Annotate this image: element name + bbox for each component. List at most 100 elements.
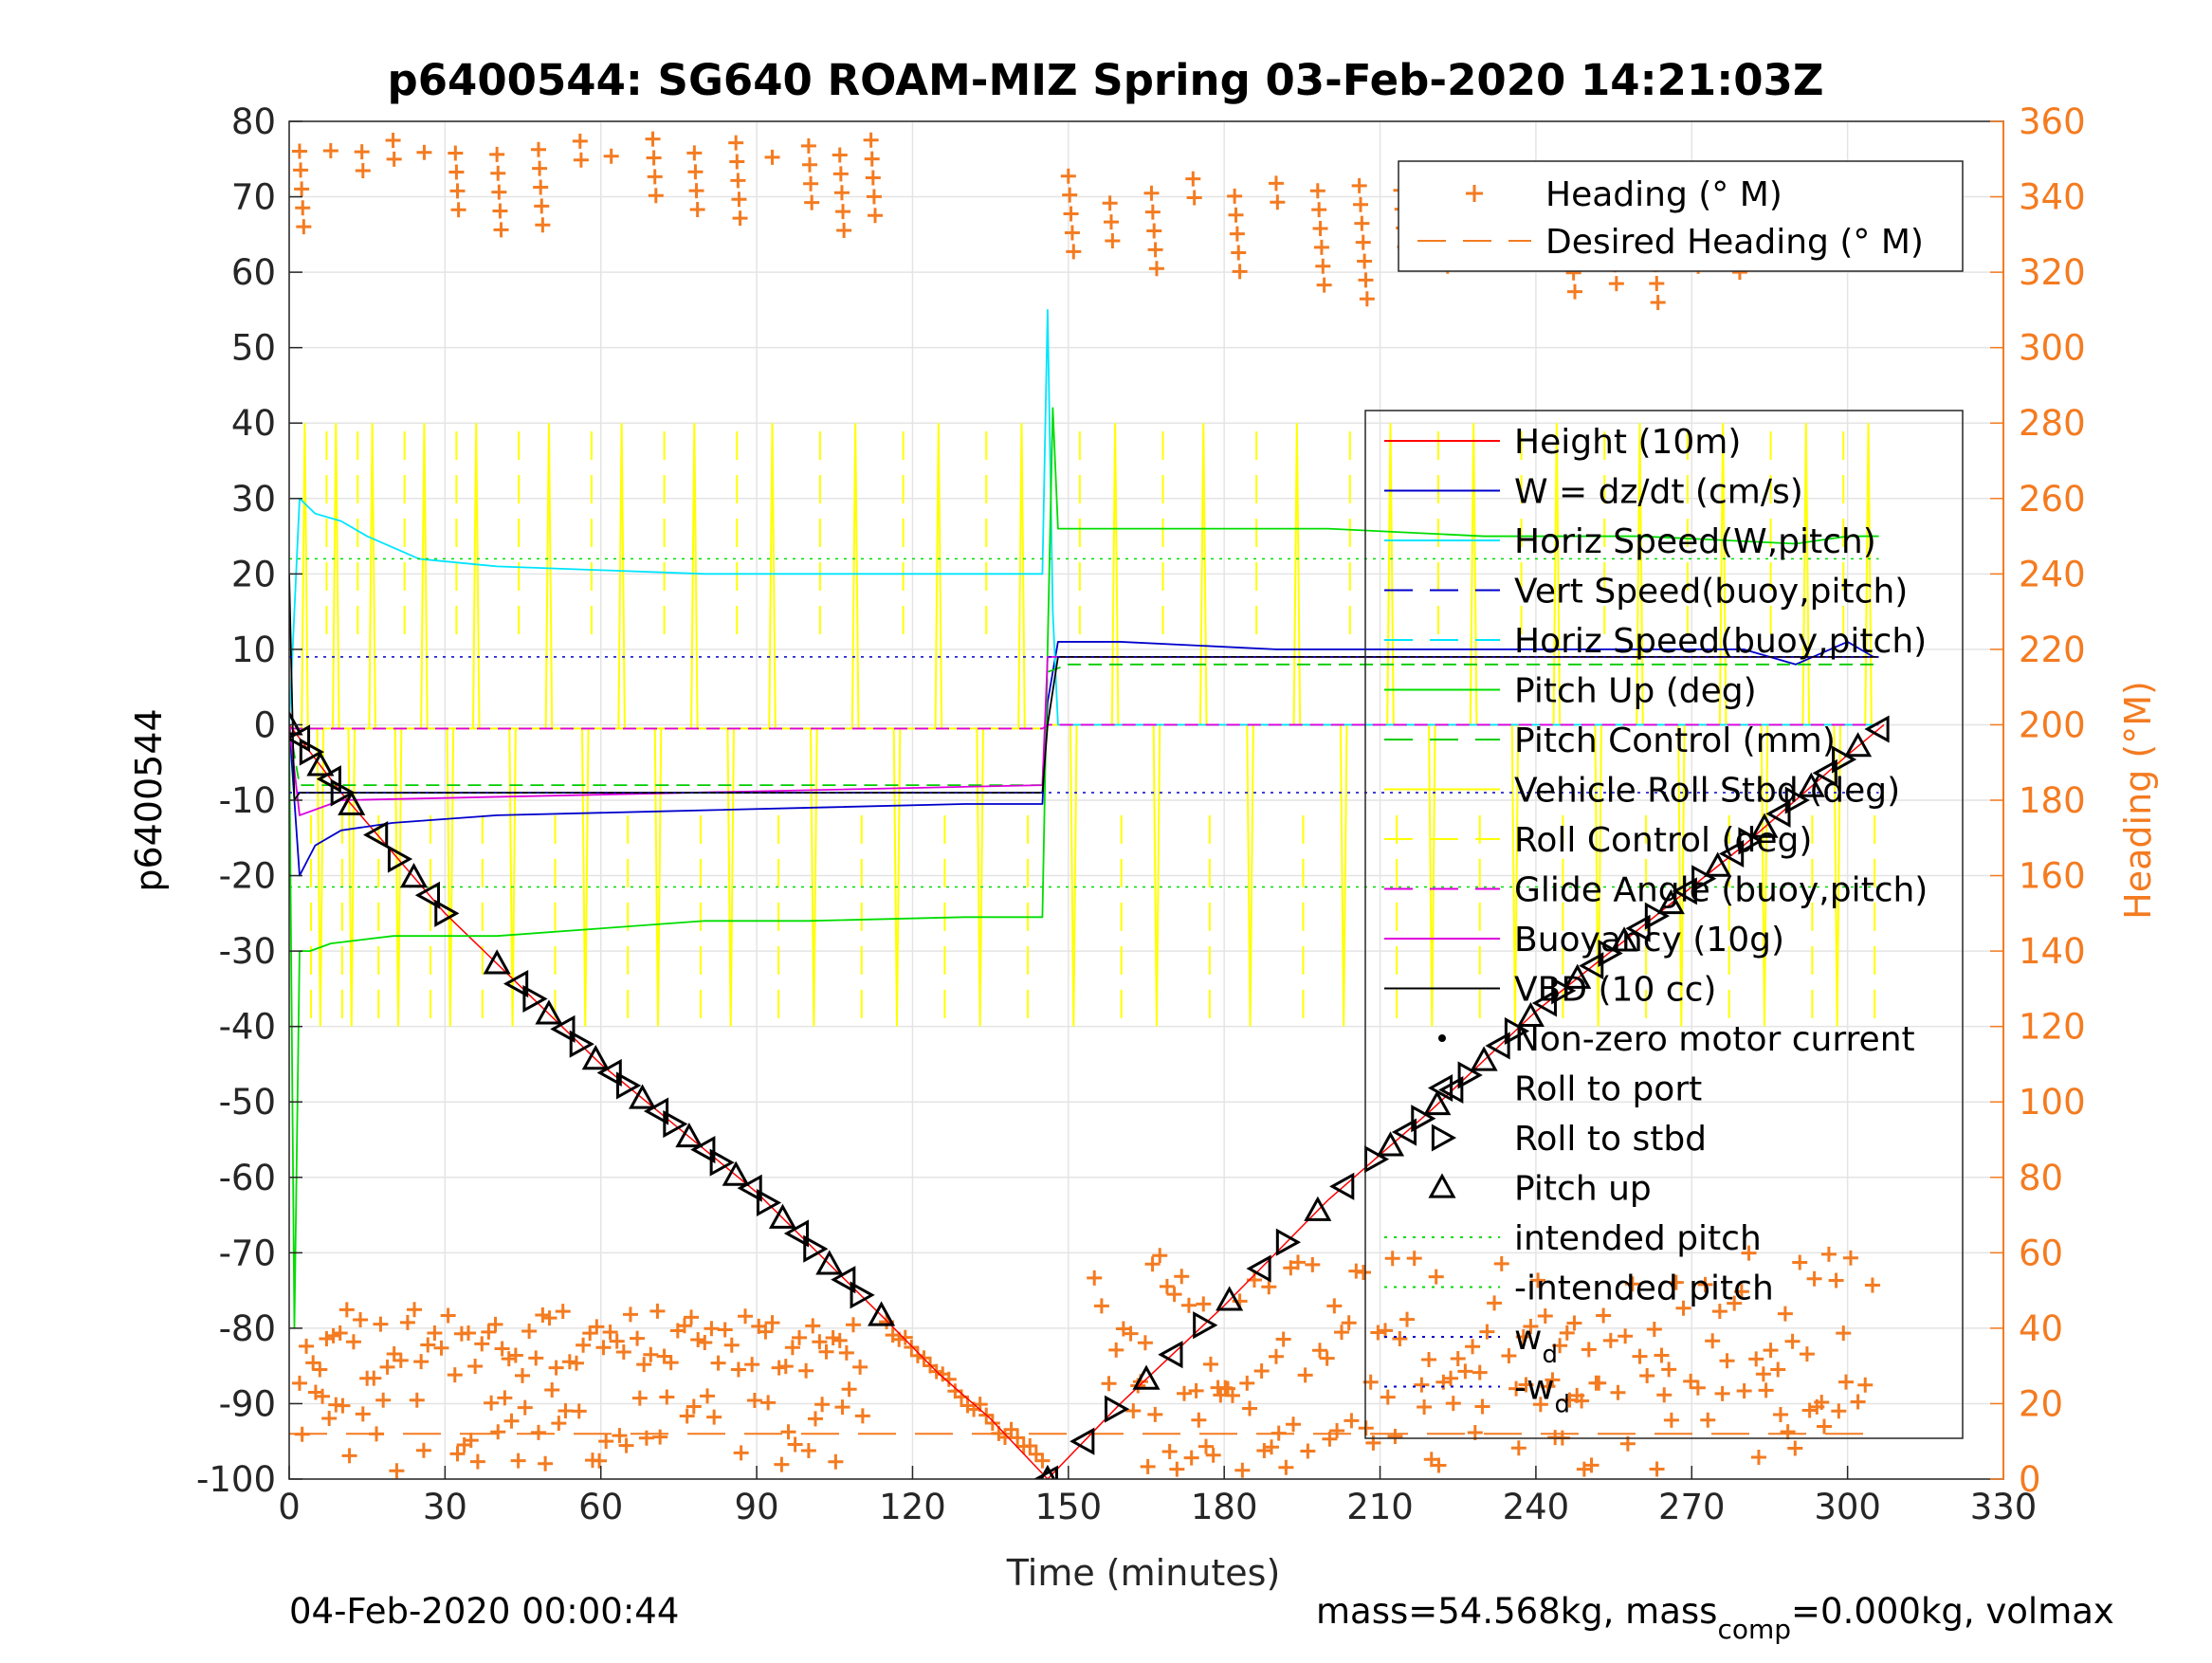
heading-point — [686, 145, 703, 161]
heading-point — [420, 1337, 436, 1353]
marker-up — [289, 710, 303, 736]
heading-point — [1392, 1330, 1408, 1346]
heading-point — [1186, 190, 1202, 206]
heading-point — [1305, 1256, 1321, 1272]
heading-point — [1787, 1440, 1803, 1456]
y-tick-left-label: 20 — [231, 554, 276, 594]
heading-point — [1842, 1250, 1858, 1266]
legend-label: VBD (10 cc) — [1514, 971, 1716, 1010]
heading-point — [1256, 1443, 1272, 1459]
heading-point — [1253, 1362, 1270, 1379]
heading-point — [440, 1307, 456, 1324]
marker-left — [1391, 1118, 1417, 1146]
marker-up — [338, 790, 366, 815]
heading-point — [501, 1351, 517, 1367]
heading-point — [353, 1311, 369, 1327]
heading-point — [517, 1399, 533, 1416]
heading-point — [828, 1453, 844, 1470]
heading-point — [1501, 1347, 1517, 1363]
marker-left — [363, 821, 389, 850]
heading-point — [1399, 1311, 1416, 1327]
heading-point — [492, 203, 508, 219]
heading-point — [730, 1361, 746, 1378]
heading-point — [1102, 195, 1118, 211]
heading-point — [487, 1316, 503, 1332]
heading-point — [676, 1318, 692, 1334]
heading-point — [1650, 294, 1666, 310]
heading-point — [1545, 1372, 1561, 1388]
marker-left — [414, 881, 441, 909]
heading-point — [1508, 1380, 1525, 1397]
footer-mass-sub: comp — [1717, 1614, 1791, 1645]
heading-point — [904, 1340, 920, 1356]
heading-point — [572, 133, 588, 149]
y-tick-left-label: 30 — [231, 479, 276, 520]
heading-point — [393, 1352, 409, 1368]
heading-point — [1358, 272, 1374, 288]
legend-label: Roll Control (deg) — [1514, 821, 1812, 860]
marker-right — [756, 1188, 782, 1217]
marker-left — [1329, 1172, 1355, 1200]
heading-point — [541, 1310, 558, 1326]
heading-point — [341, 1448, 357, 1464]
heading-point — [1711, 1304, 1728, 1320]
marker-up — [399, 863, 429, 888]
heading-point — [409, 1392, 425, 1408]
heading-point — [1780, 1424, 1796, 1440]
heading-point — [1683, 1373, 1699, 1389]
heading-point — [1177, 1385, 1192, 1401]
heading-point — [510, 1453, 526, 1469]
heading-point — [1108, 1342, 1124, 1358]
heading-point — [1261, 1279, 1277, 1295]
heading-point — [1406, 1251, 1422, 1267]
x-tick-label: 60 — [578, 1487, 623, 1527]
marker-right — [1832, 745, 1857, 774]
y-tick-left-label: -100 — [196, 1459, 276, 1500]
heading-point — [1493, 1255, 1509, 1271]
heading-point — [1552, 1338, 1568, 1354]
heading-point — [603, 148, 619, 164]
heading-point — [389, 1463, 405, 1479]
marker-up — [1610, 926, 1638, 952]
legend-swatch — [1466, 185, 1483, 202]
heading-point — [544, 1381, 560, 1398]
heading-point — [622, 1307, 638, 1323]
legend-label-text: Vehicle Roll Stbd (deg) — [1514, 772, 1900, 811]
heading-point — [652, 1429, 668, 1445]
heading-point — [538, 1455, 554, 1471]
heading-point — [1741, 1245, 1757, 1261]
marker-left — [643, 1097, 669, 1125]
heading-point — [687, 164, 704, 180]
marker-up — [1470, 1046, 1498, 1071]
heading-point — [1864, 1277, 1880, 1293]
heading-point — [832, 147, 848, 163]
heading-point — [645, 131, 661, 147]
heading-point — [1384, 1251, 1400, 1267]
y-tick-right-label: 160 — [2019, 856, 2086, 897]
footer-mass-suffix: =0.000kg, volmax — [1791, 1591, 2114, 1632]
marker-right — [1784, 786, 1810, 814]
heading-point — [1591, 1375, 1607, 1391]
marker-left — [1625, 914, 1651, 942]
heading-point — [728, 135, 744, 151]
heading-point — [448, 164, 465, 180]
heading-point — [602, 1324, 618, 1340]
marker-right — [522, 984, 548, 1014]
heading-point — [758, 1324, 774, 1340]
marker-right — [1644, 902, 1671, 930]
heading-point — [808, 1411, 824, 1427]
heading-point — [1443, 1370, 1459, 1386]
marker-up — [1563, 963, 1592, 989]
heading-point — [1748, 1351, 1764, 1367]
heading-point — [1319, 1350, 1335, 1366]
heading-point — [416, 144, 432, 160]
heading-point — [447, 1367, 463, 1383]
heading-point — [1180, 1297, 1197, 1313]
heading-point — [379, 1359, 395, 1375]
marker-up — [1516, 1001, 1545, 1028]
legend-swatch — [1427, 1073, 1453, 1103]
heading-point — [615, 1344, 631, 1361]
marker-right — [1275, 1228, 1302, 1256]
heading-point — [1010, 1430, 1026, 1446]
heading-point — [812, 1334, 828, 1350]
